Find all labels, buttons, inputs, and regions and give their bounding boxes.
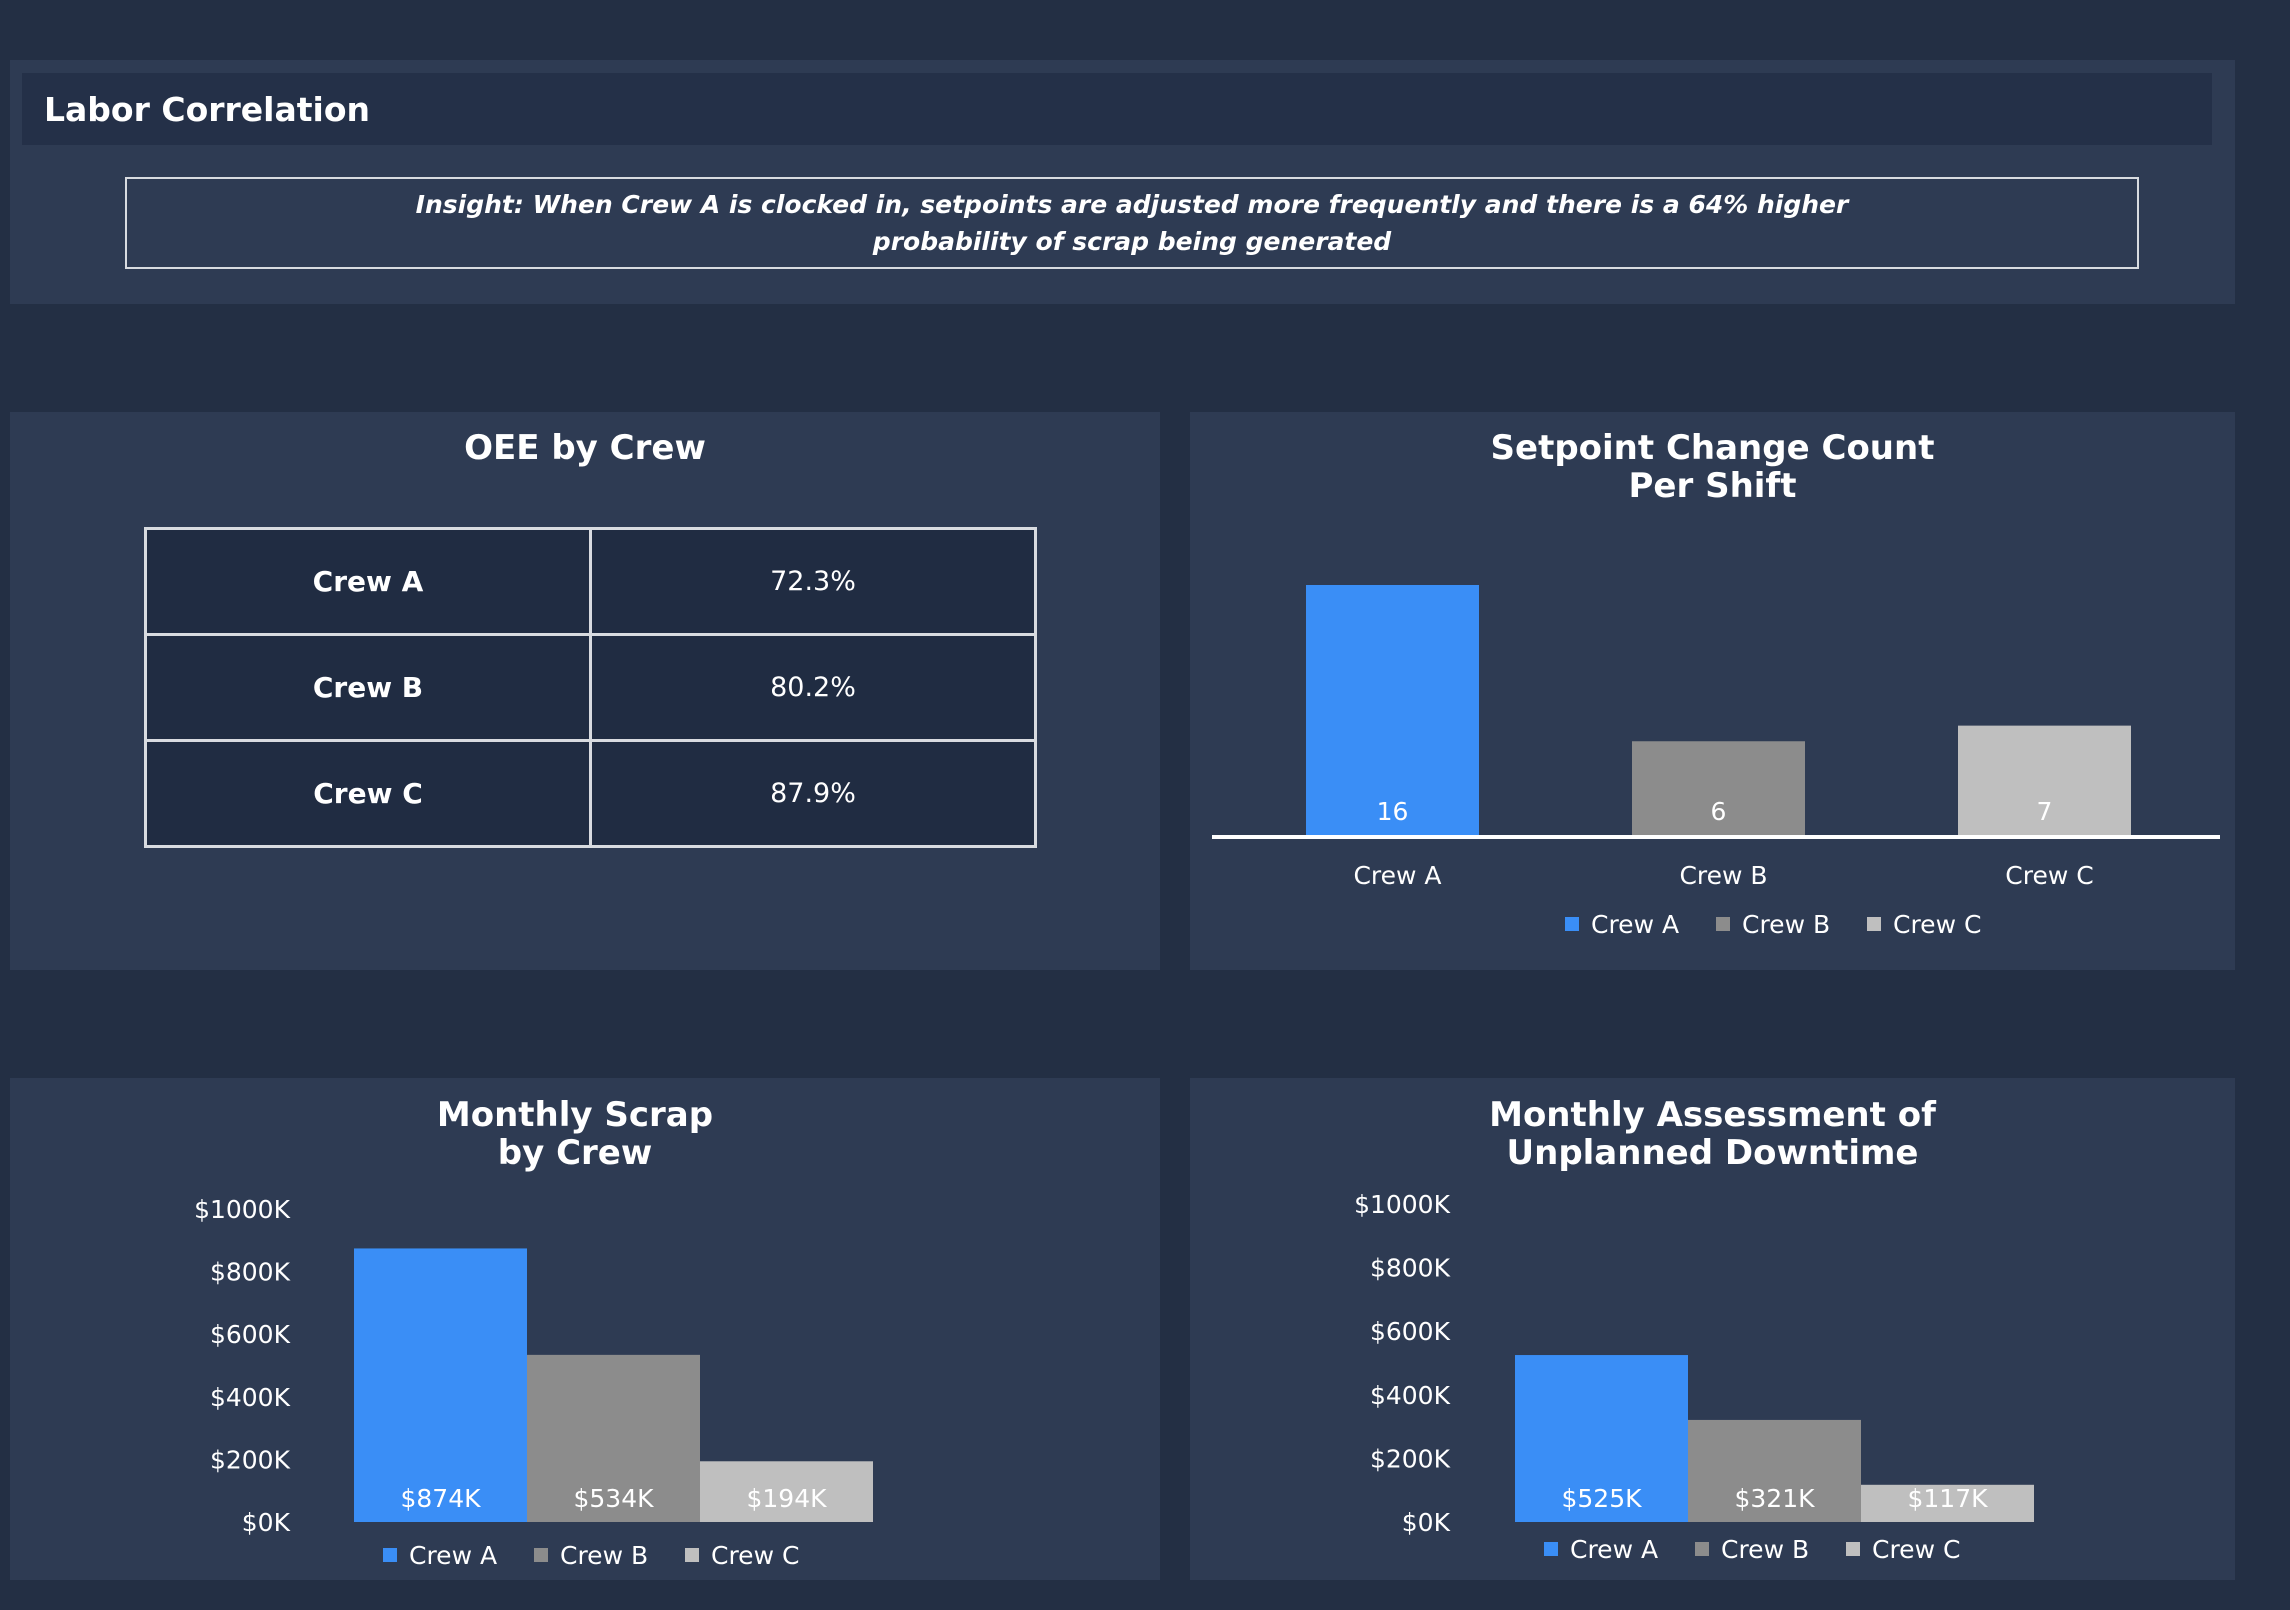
data-label: $194K <box>746 1484 827 1513</box>
legend-label: Crew A <box>1591 910 1679 939</box>
legend-label: Crew B <box>560 1541 648 1570</box>
data-label: 7 <box>2037 797 2053 826</box>
legend-label: Crew A <box>409 1541 497 1570</box>
setpoint-panel: Setpoint Change Count Per Shift 16 Crew A… <box>1190 412 2235 970</box>
table-row: Crew B 80.2% <box>144 633 1037 742</box>
downtime-chart: $0K $200K $400K $600K $800K $1000K $525K $321K $… <box>1354 1190 2034 1564</box>
insight-text: Insight: When Crew A is clocked in, setp… <box>415 190 1849 256</box>
y-tick-label: $200K <box>1370 1444 1451 1473</box>
bar-crew-a <box>1515 1355 1688 1522</box>
insight-box: Insight: When Crew A is clocked in, setp… <box>125 177 2139 269</box>
x-tick-label: Crew C <box>2005 861 2093 890</box>
table-row: Crew A 72.3% <box>144 527 1037 636</box>
legend-swatch-crew-a <box>383 1548 397 1562</box>
x-tick-label: Crew A <box>1353 861 1441 890</box>
bar-crew-b <box>1688 1419 1861 1522</box>
legend-swatch-crew-a <box>1544 1542 1558 1556</box>
setpoint-title-line-2: Per Shift <box>1628 466 1797 506</box>
y-tick-label: $800K <box>210 1258 291 1287</box>
y-tick-label: $0K <box>242 1508 291 1537</box>
scrap-title: Monthly Scrap by Crew <box>10 1096 1140 1172</box>
data-label: $321K <box>1734 1484 1815 1513</box>
bar-crew-c <box>1861 1484 2034 1522</box>
bar-crew-a <box>354 1248 527 1522</box>
y-tick-label: $0K <box>1402 1508 1451 1537</box>
legend-label: Crew C <box>1872 1535 1960 1564</box>
scrap-title-line-2: by Crew <box>497 1133 653 1173</box>
setpoint-title-line-1: Setpoint Change Count <box>1490 428 1935 468</box>
bar-crew-a <box>1306 585 1479 835</box>
oee-title: OEE by Crew <box>464 428 706 468</box>
x-tick-label: Crew B <box>1679 861 1767 890</box>
page-title: Labor Correlation <box>44 89 371 129</box>
bar-crew-c <box>1958 725 2131 835</box>
oee-value-cell: 80.2% <box>589 633 1037 742</box>
header-bar: Labor Correlation <box>22 73 2212 145</box>
y-tick-label: $600K <box>210 1320 291 1349</box>
oee-panel: OEE by Crew Crew A 72.3% Crew B 80.2% Cr… <box>10 412 1160 970</box>
legend-label: Crew B <box>1742 910 1830 939</box>
data-label: $117K <box>1907 1484 1988 1513</box>
y-tick-label: $600K <box>1370 1317 1451 1346</box>
data-label: 6 <box>1711 797 1727 826</box>
bar-crew-c <box>700 1461 873 1522</box>
legend-swatch-crew-a <box>1565 917 1579 931</box>
data-label: $525K <box>1561 1484 1642 1513</box>
oee-value-cell: 72.3% <box>589 527 1037 636</box>
setpoint-title: Setpoint Change Count Per Shift <box>1190 429 2235 505</box>
data-label: $874K <box>400 1484 481 1513</box>
oee-value-cell: 87.9% <box>589 739 1037 848</box>
downtime-title-line-1: Monthly Assessment of <box>1489 1095 1936 1135</box>
y-tick-label: $1000K <box>194 1195 291 1224</box>
y-tick-label: $400K <box>1370 1381 1451 1410</box>
data-label: $534K <box>573 1484 654 1513</box>
legend-swatch-crew-b <box>534 1548 548 1562</box>
legend-label: Crew B <box>1721 1535 1809 1564</box>
scrap-chart: $0K $200K $400K $600K $800K $1000K $874K $534K $… <box>194 1195 873 1570</box>
legend-swatch-crew-c <box>685 1548 699 1562</box>
scrap-panel: Monthly Scrap by Crew $0K $200K $400K $600K… <box>10 1078 1160 1580</box>
legend-label: Crew C <box>1893 910 1981 939</box>
y-tick-label: $1000K <box>1354 1190 1451 1219</box>
downtime-title-line-2: Unplanned Downtime <box>1506 1133 1919 1173</box>
legend-swatch-crew-b <box>1695 1542 1709 1556</box>
bar-crew-b <box>527 1354 700 1522</box>
bar-crew-b <box>1632 741 1805 835</box>
scrap-title-line-1: Monthly Scrap <box>436 1095 714 1135</box>
y-tick-label: $200K <box>210 1445 291 1474</box>
legend-label: Crew A <box>1570 1535 1658 1564</box>
legend-label: Crew C <box>711 1541 799 1570</box>
crew-name-cell: Crew B <box>144 633 592 742</box>
legend-swatch-crew-b <box>1716 917 1730 931</box>
legend-swatch-crew-c <box>1846 1542 1860 1556</box>
oee-table: Crew A 72.3% Crew B 80.2% Crew C 87.9% <box>144 527 1037 848</box>
table-row: Crew C 87.9% <box>144 739 1037 848</box>
data-label: 16 <box>1377 797 1409 826</box>
crew-name-cell: Crew A <box>144 527 592 636</box>
downtime-title: Monthly Assessment of Unplanned Downtime <box>1190 1096 2235 1172</box>
legend-swatch-crew-c <box>1867 917 1881 931</box>
downtime-panel: Monthly Assessment of Unplanned Downtime… <box>1190 1078 2235 1580</box>
y-tick-label: $400K <box>210 1383 291 1412</box>
crew-name-cell: Crew C <box>144 739 592 848</box>
y-tick-label: $800K <box>1370 1254 1451 1283</box>
